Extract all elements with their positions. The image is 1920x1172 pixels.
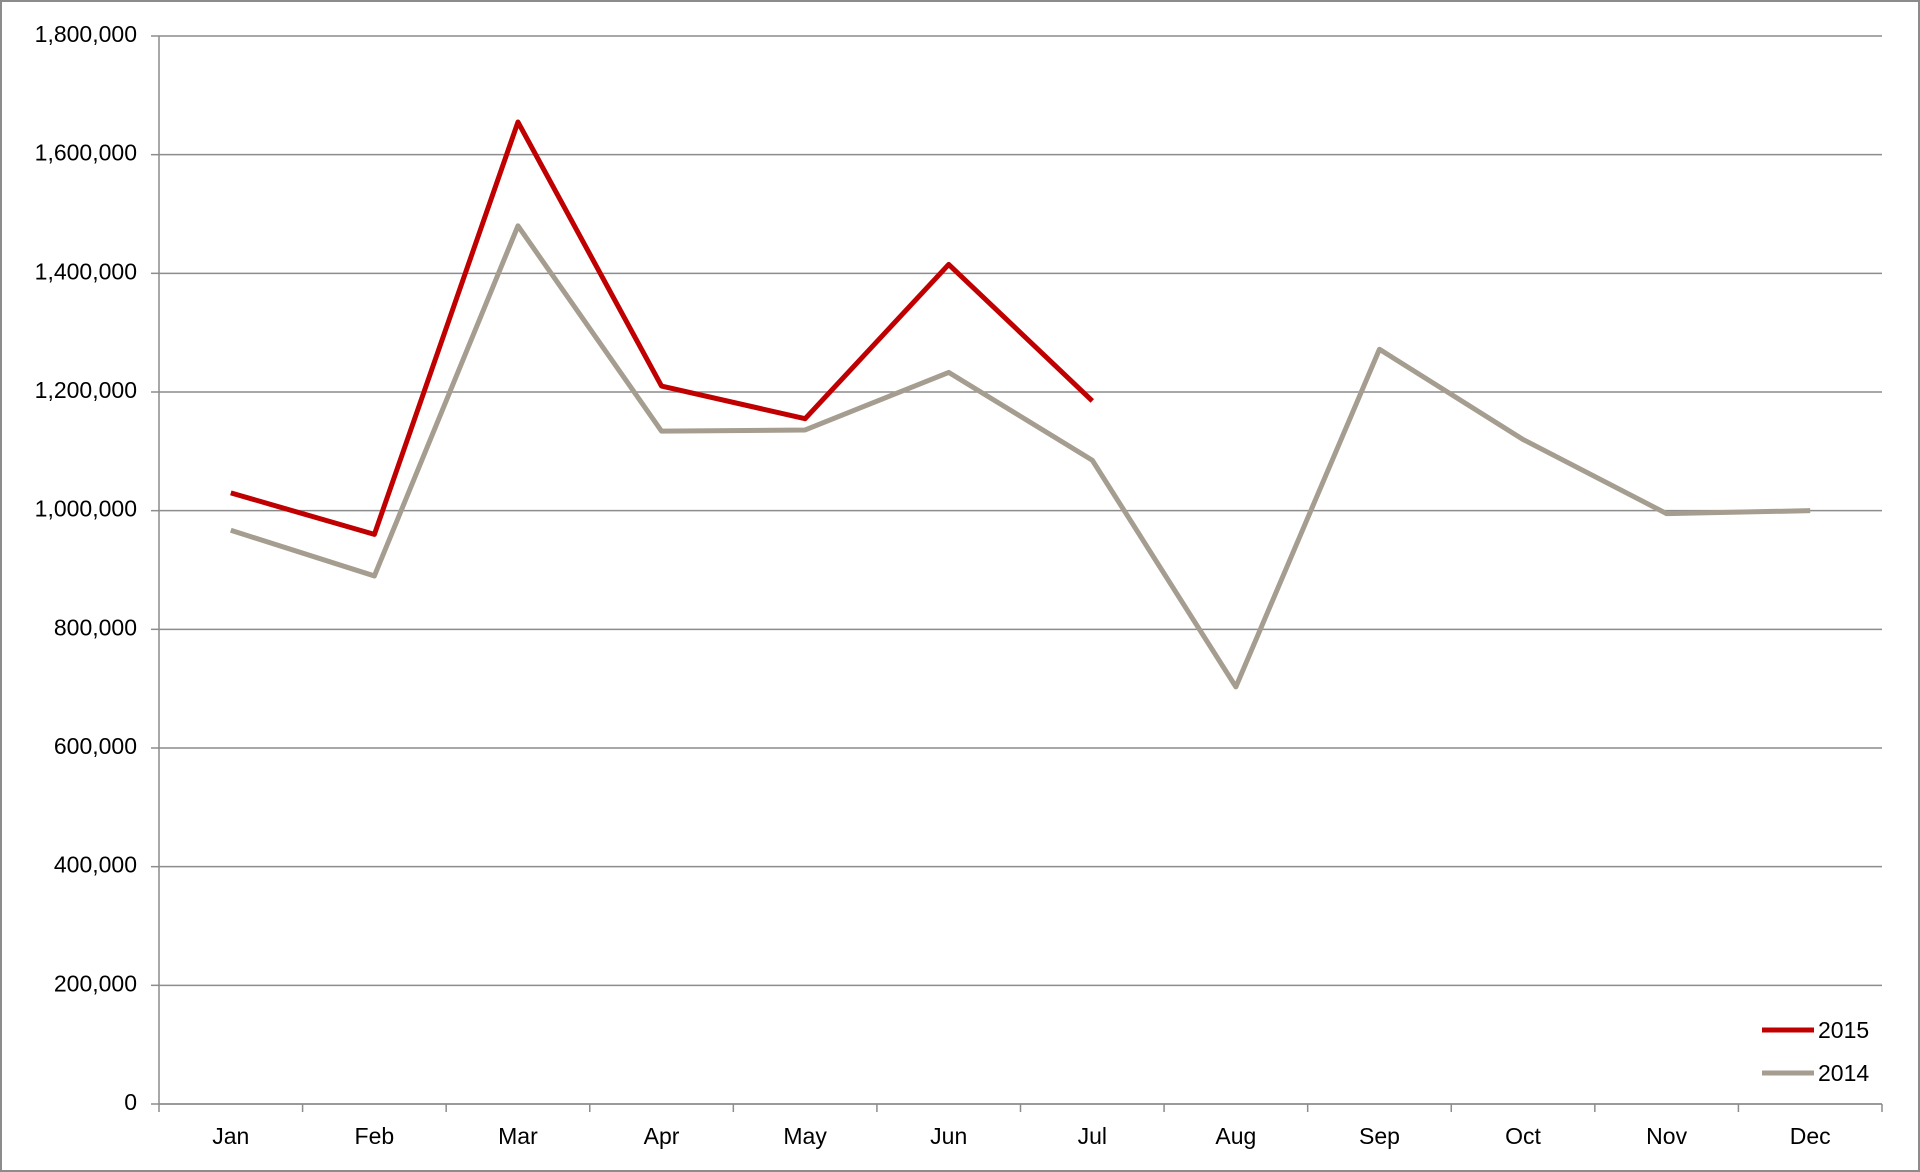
y-tick-label: 1,000,000 [35, 496, 137, 522]
y-tick-label: 1,400,000 [35, 258, 137, 284]
x-tick-label: Nov [1646, 1123, 1687, 1149]
y-tick-label: 400,000 [54, 852, 137, 878]
x-tick-label: Jan [212, 1123, 249, 1149]
x-tick-label: Apr [644, 1123, 680, 1149]
y-tick-label: 1,600,000 [35, 140, 137, 166]
legend-label: 2015 [1818, 1017, 1869, 1043]
y-tick-label: 1,800,000 [35, 21, 137, 47]
y-tick-label: 600,000 [54, 733, 137, 759]
legend-label: 2014 [1818, 1060, 1869, 1086]
x-tick-label: Dec [1790, 1123, 1831, 1149]
y-tick-label: 800,000 [54, 614, 137, 640]
x-tick-label: May [783, 1123, 827, 1149]
x-tick-label: Jul [1078, 1123, 1107, 1149]
y-tick-label: 1,200,000 [35, 377, 137, 403]
series-line [230, 119, 1095, 537]
x-tick-label: Aug [1215, 1123, 1256, 1149]
y-tick-label: 200,000 [54, 970, 137, 996]
x-tick-label: Jun [930, 1123, 967, 1149]
series-line [230, 223, 1811, 690]
x-tick-label: Mar [498, 1123, 538, 1149]
x-tick-label: Feb [355, 1123, 395, 1149]
x-tick-label: Oct [1505, 1123, 1541, 1149]
x-tick-label: Sep [1359, 1123, 1400, 1149]
y-tick-label: 0 [124, 1089, 137, 1115]
